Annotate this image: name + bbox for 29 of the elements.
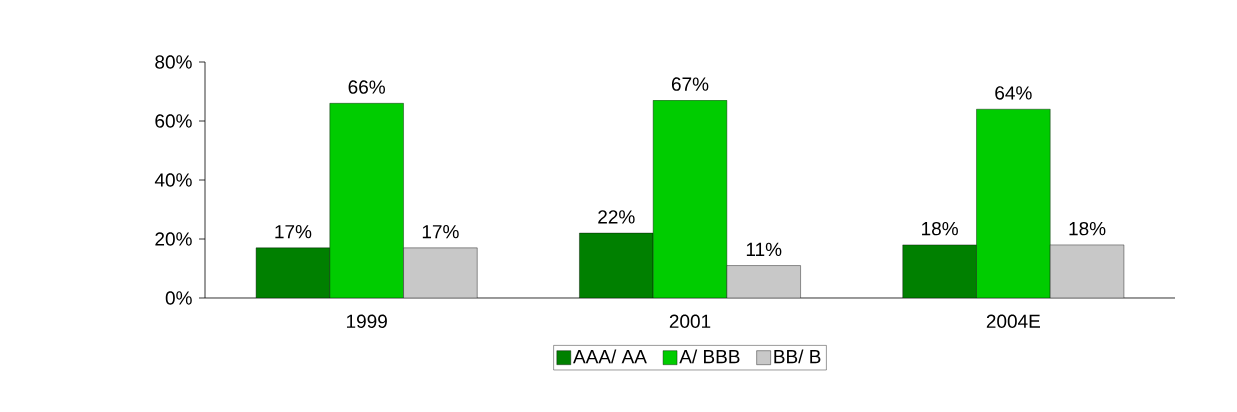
- x-tick-label: 2004E: [986, 314, 1040, 328]
- x-tick-label: 1999: [346, 314, 387, 328]
- data-label: 22%: [598, 210, 635, 224]
- bar: [1050, 244, 1125, 298]
- bar: [329, 103, 404, 298]
- y-tick-label: 80%: [155, 55, 192, 69]
- data-label: 18%: [922, 221, 958, 236]
- bar: [902, 244, 977, 298]
- y-tick-label: 0%: [165, 291, 192, 305]
- bar: [579, 232, 654, 298]
- legend-label: A/ BBB: [679, 349, 740, 364]
- bar: [255, 247, 331, 298]
- bar: [726, 265, 801, 298]
- data-label: 17%: [422, 225, 459, 239]
- y-tick-label: 60%: [155, 114, 192, 128]
- data-label: 18%: [1069, 221, 1106, 236]
- x-tick-label: 2001: [669, 314, 711, 328]
- bar: [652, 100, 728, 298]
- data-label: 66%: [348, 80, 385, 94]
- data-label: 11%: [746, 242, 782, 257]
- data-label: 64%: [995, 86, 1032, 100]
- y-tick-label: 20%: [155, 232, 192, 246]
- bar: [403, 247, 478, 298]
- legend-label: BB/ B: [774, 349, 821, 364]
- legend-label: AAA/ AA: [573, 349, 647, 364]
- data-label: 67%: [671, 77, 709, 91]
- y-tick-label: 40%: [154, 173, 192, 187]
- bar: [976, 109, 1051, 298]
- data-label: 17%: [275, 225, 312, 239]
